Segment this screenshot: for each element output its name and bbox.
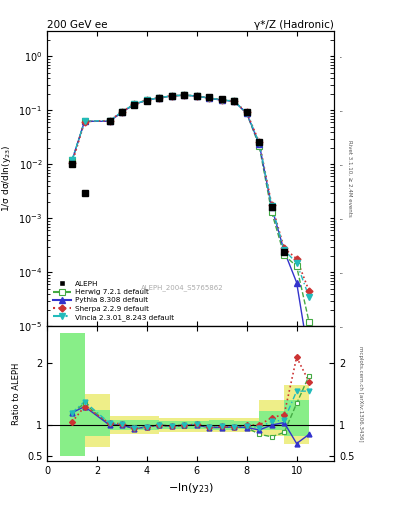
Bar: [110, 416, 134, 434]
Bar: [160, 421, 184, 429]
Bar: [184, 421, 209, 429]
Bar: [184, 418, 209, 433]
Y-axis label: Rivet 3.1.10, ≥ 2.4M events: Rivet 3.1.10, ≥ 2.4M events: [348, 140, 353, 217]
Bar: [284, 400, 309, 436]
Bar: [84, 410, 110, 436]
Y-axis label: mcplots.cern.ch [arXiv:1306.3436]: mcplots.cern.ch [arXiv:1306.3436]: [358, 346, 363, 441]
Bar: [259, 412, 284, 430]
Bar: [134, 416, 160, 434]
Text: γ*/Z (Hadronic): γ*/Z (Hadronic): [254, 20, 334, 30]
Text: ALEPH_2004_S5765862: ALEPH_2004_S5765862: [141, 285, 223, 291]
Legend: ALEPH, Herwig 7.2.1 default, Pythia 8.308 default, Sherpa 2.2.9 default, Vincia : ALEPH, Herwig 7.2.1 default, Pythia 8.30…: [51, 279, 176, 323]
Bar: [72, 333, 84, 456]
Bar: [234, 421, 259, 430]
Y-axis label: 1/σ dσ/dln(y$_{23}$): 1/σ dσ/dln(y$_{23}$): [0, 145, 13, 212]
Bar: [259, 400, 284, 436]
X-axis label: $-$ln(y$_{23}$): $-$ln(y$_{23}$): [167, 481, 214, 495]
Text: 200 GeV ee: 200 GeV ee: [47, 20, 108, 30]
Bar: [60, 333, 72, 456]
Bar: [72, 333, 84, 456]
Y-axis label: Ratio to ALEPH: Ratio to ALEPH: [12, 362, 21, 425]
Bar: [60, 333, 72, 456]
Bar: [284, 385, 309, 443]
Bar: [234, 418, 259, 433]
Bar: [209, 420, 234, 430]
Bar: [160, 418, 184, 433]
Bar: [110, 420, 134, 430]
Bar: [84, 394, 110, 446]
Bar: [134, 420, 160, 430]
Bar: [209, 418, 234, 433]
